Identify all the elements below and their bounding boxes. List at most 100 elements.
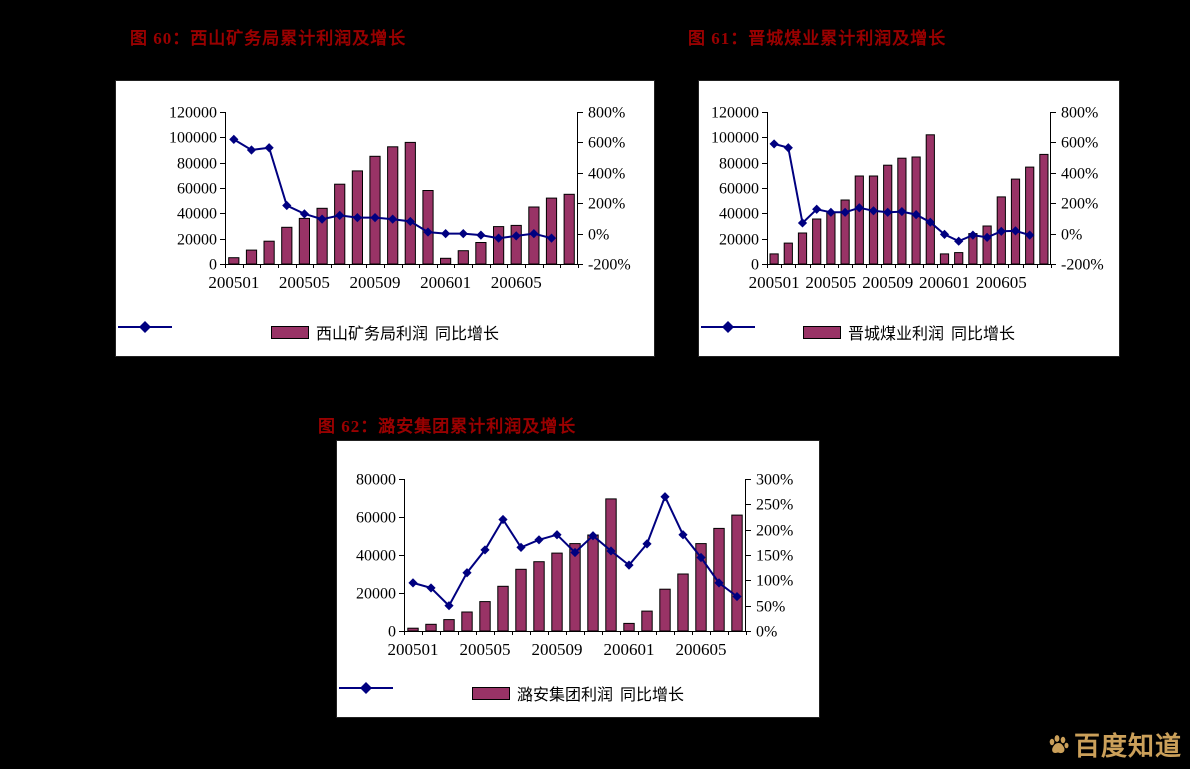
diamond-marker bbox=[854, 203, 864, 213]
svg-text:40000: 40000 bbox=[719, 206, 759, 223]
x-axis: 200501 200505 200509 200601 200605 bbox=[388, 631, 747, 659]
bar bbox=[407, 627, 419, 632]
svg-text:20000: 20000 bbox=[356, 586, 396, 603]
svg-text:200501: 200501 bbox=[208, 273, 259, 292]
diamond-marker bbox=[462, 568, 472, 578]
bar bbox=[939, 253, 950, 265]
diamond-marker bbox=[388, 214, 398, 224]
svg-text:200%: 200% bbox=[1061, 196, 1098, 213]
bar bbox=[854, 175, 864, 265]
diamond-marker bbox=[299, 209, 310, 219]
bar bbox=[479, 601, 491, 632]
svg-text:0%: 0% bbox=[1061, 227, 1082, 244]
bar bbox=[1025, 166, 1035, 265]
diamond-marker bbox=[769, 139, 779, 149]
svg-text:200%: 200% bbox=[756, 523, 793, 540]
diamond-marker bbox=[458, 229, 468, 239]
svg-text:80000: 80000 bbox=[719, 156, 759, 173]
bar bbox=[457, 250, 469, 265]
bar bbox=[840, 199, 850, 265]
diamond-marker bbox=[797, 218, 808, 228]
diamond-marker bbox=[570, 547, 580, 558]
watermark-text: 百度知道 bbox=[1073, 731, 1182, 761]
diamond-marker bbox=[606, 546, 616, 556]
svg-text:200501: 200501 bbox=[388, 640, 439, 659]
bar bbox=[587, 534, 599, 632]
bar bbox=[812, 218, 822, 265]
bar bbox=[797, 232, 808, 265]
left-axis: 0 20000 40000 60000 80000 bbox=[356, 472, 404, 641]
bar bbox=[545, 197, 558, 265]
diamond-marker bbox=[511, 231, 521, 241]
svg-text:400%: 400% bbox=[588, 166, 625, 183]
bar bbox=[443, 619, 455, 632]
diamond-marker bbox=[642, 539, 652, 549]
axes bbox=[225, 112, 578, 265]
bar bbox=[245, 249, 258, 265]
svg-text:300%: 300% bbox=[756, 472, 793, 489]
right-axis: -200% 0% 200% 400% 600% 800% bbox=[1051, 105, 1104, 274]
legend-line-marker-icon bbox=[339, 682, 393, 694]
legend-bar-label: 潞安集团利润 bbox=[516, 687, 613, 704]
chart-title-62: 图 62：潞安集团累计利润及增长 bbox=[318, 417, 577, 436]
diamond-marker bbox=[444, 601, 454, 611]
bar bbox=[533, 561, 545, 632]
bar bbox=[510, 224, 522, 265]
bars bbox=[769, 134, 1049, 265]
svg-text:50%: 50% bbox=[756, 599, 785, 616]
svg-text:200509: 200509 bbox=[350, 273, 401, 292]
bar bbox=[316, 207, 328, 265]
x-axis: 200501 200505 200509 200601 200605 bbox=[749, 264, 1052, 292]
bar bbox=[569, 543, 581, 632]
diamond-marker bbox=[493, 233, 504, 243]
diamond-marker bbox=[783, 143, 793, 153]
diamond-marker bbox=[954, 236, 964, 246]
diamond-marker bbox=[426, 583, 436, 593]
diamond-marker bbox=[498, 514, 508, 525]
legend-60: 西山矿务局利润 同比增长 bbox=[116, 320, 654, 344]
bars bbox=[228, 141, 575, 265]
chart-canvas-61: 0 20000 40000 60000 80000 100000 120000 -200% 0%… bbox=[711, 105, 1104, 293]
svg-text:150%: 150% bbox=[756, 548, 793, 565]
legend-61: 晋城煤业利润 同比增长 bbox=[699, 320, 1119, 344]
diamond-marker bbox=[352, 213, 362, 223]
svg-text:200509: 200509 bbox=[532, 640, 583, 659]
svg-text:250%: 250% bbox=[756, 497, 793, 514]
right-axis: -200% 0% 200% 400% 600% 800% bbox=[578, 105, 631, 274]
chart-panel-62: 0 20000 40000 60000 80000 0% 50% 100% 150% 200% 25… bbox=[336, 440, 820, 718]
diamond-marker bbox=[996, 226, 1006, 236]
diamond-marker bbox=[696, 552, 706, 563]
diamond-marker bbox=[441, 229, 451, 239]
diamond-marker bbox=[552, 530, 562, 540]
svg-text:60000: 60000 bbox=[177, 181, 217, 198]
bar bbox=[497, 585, 509, 632]
svg-text:-200%: -200% bbox=[1061, 257, 1104, 274]
svg-text:0%: 0% bbox=[588, 227, 609, 244]
bar bbox=[982, 225, 992, 265]
svg-text:60000: 60000 bbox=[356, 510, 396, 527]
left-axis: 0 20000 40000 60000 80000 100000 120000 bbox=[711, 105, 767, 274]
diamond-marker bbox=[1025, 230, 1035, 240]
diamond-marker bbox=[939, 229, 950, 239]
bar bbox=[475, 242, 487, 265]
legend-bar-swatch bbox=[471, 686, 510, 700]
bar bbox=[695, 543, 707, 632]
diamond-marker bbox=[1010, 226, 1021, 236]
svg-text:0: 0 bbox=[388, 624, 396, 641]
chart-canvas-62: 0 20000 40000 60000 80000 0% 50% 100% 150% 200% 25… bbox=[356, 472, 793, 660]
diamond-marker bbox=[546, 233, 557, 243]
svg-text:100000: 100000 bbox=[711, 130, 759, 147]
diamond-marker bbox=[534, 535, 544, 545]
bar bbox=[783, 242, 793, 265]
bars bbox=[407, 498, 743, 632]
svg-text:20000: 20000 bbox=[177, 232, 217, 249]
bar bbox=[623, 622, 635, 632]
growth-line bbox=[769, 139, 1035, 246]
legend-bar-label: 晋城煤业利润 bbox=[847, 326, 944, 343]
chart-canvas-60: 0 20000 40000 60000 80000 100000 120000 -200% 0%… bbox=[169, 105, 631, 293]
chart-panel-61: 0 20000 40000 60000 80000 100000 120000 -200% 0%… bbox=[698, 80, 1120, 357]
chart-title-60: 图 60：西山矿务局累计利润及增长 bbox=[130, 29, 407, 48]
legend-line-label: 同比增长 bbox=[951, 326, 1016, 343]
diamond-marker bbox=[925, 217, 935, 227]
bar bbox=[826, 211, 836, 265]
